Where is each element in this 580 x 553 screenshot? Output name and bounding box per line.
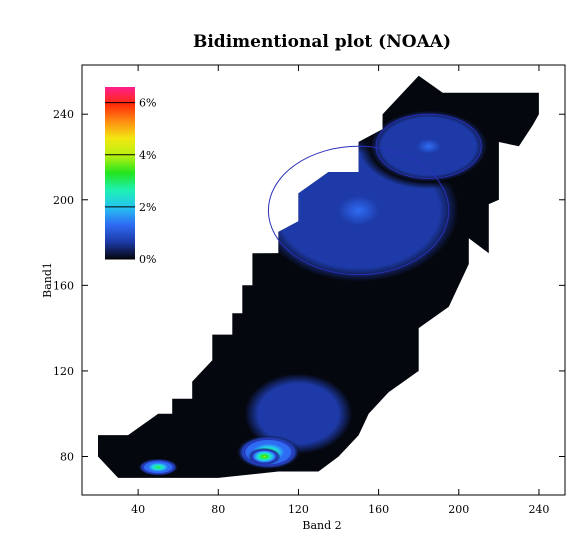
plot-frame: [81, 64, 566, 496]
y-tick-label: 80: [60, 450, 74, 463]
x-tick-label: 120: [288, 503, 309, 516]
density-peak: [358, 103, 499, 190]
x-tick-label: 40: [131, 503, 145, 516]
y-axis-label: Band1: [41, 262, 54, 298]
contour-line: [142, 460, 174, 475]
x-tick-label: 200: [448, 503, 469, 516]
contour-lines: [142, 113, 482, 475]
colorbar-label: 2%: [139, 201, 156, 214]
axis-ticks: 40 80 120 160 200 240 80 120 160 200 240: [53, 65, 565, 516]
colorbar-gradient: [105, 87, 135, 259]
x-tick-label: 160: [368, 503, 389, 516]
colorbar-legend: 6% 4% 2% 0%: [105, 87, 156, 266]
y-tick-label: 200: [53, 194, 74, 207]
plot-area: 40 80 120 160 200 240 80 120 160 200 240: [53, 64, 566, 516]
contour-line: [375, 113, 482, 179]
y-tick-label: 160: [53, 279, 74, 292]
colorbar-label: 4%: [139, 149, 156, 162]
x-tick-label: 80: [211, 503, 225, 516]
contour-line: [267, 145, 450, 276]
colorbar-label: 0%: [139, 253, 156, 266]
colorbar-label: 6%: [139, 97, 156, 110]
x-axis-label: Band 2: [302, 519, 341, 532]
chart-title: Bidimentional plot (NOAA): [193, 32, 451, 52]
y-tick-label: 240: [53, 108, 74, 121]
y-tick-label: 120: [53, 365, 74, 378]
x-tick-label: 240: [528, 503, 549, 516]
contour-line: [243, 438, 293, 466]
contour-line: [251, 449, 277, 464]
